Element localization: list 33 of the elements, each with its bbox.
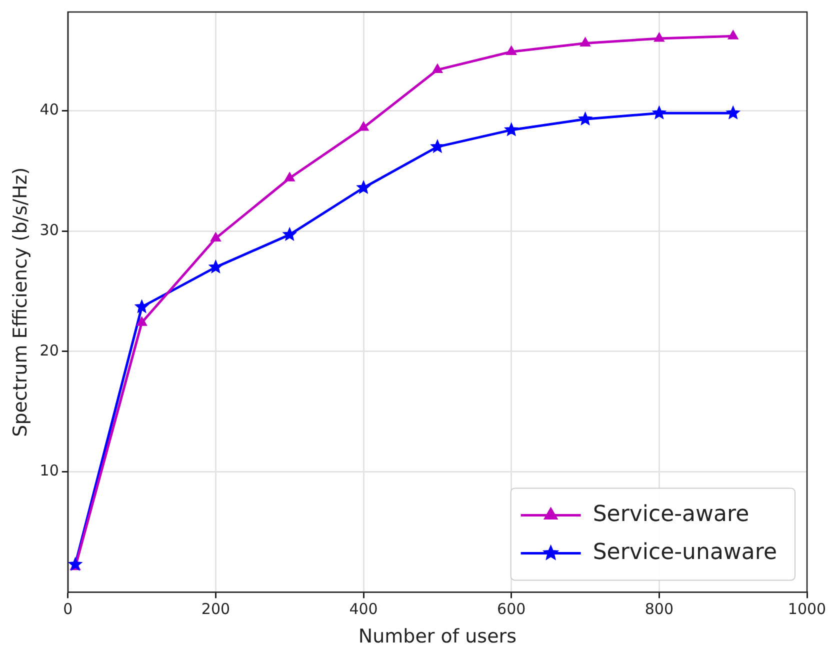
x-tick-label: 600 — [497, 600, 526, 618]
point — [210, 232, 221, 242]
point — [282, 228, 296, 240]
point — [356, 180, 370, 194]
x-tick-label: 200 — [201, 600, 230, 618]
y-tick-label: 10 — [40, 462, 59, 480]
y-axis-title: Spectrum Efficiency (b/s/Hz) — [9, 167, 32, 437]
y-tick-label: 30 — [40, 220, 59, 239]
x-tick-label: 800 — [644, 600, 674, 618]
point — [504, 122, 518, 136]
x-tick-label: 1000 — [788, 600, 826, 618]
x-tick-label: 400 — [349, 600, 378, 618]
point — [654, 32, 664, 42]
point — [580, 38, 590, 47]
point — [430, 140, 444, 153]
point — [68, 558, 82, 570]
point — [284, 172, 295, 182]
point — [136, 316, 147, 326]
x-axis-title: Number of users — [358, 626, 516, 648]
point — [652, 106, 666, 119]
point — [135, 300, 148, 313]
point — [209, 260, 222, 273]
point — [726, 106, 740, 119]
point — [432, 64, 443, 74]
point — [358, 122, 369, 131]
y-tick-label: 20 — [40, 341, 59, 360]
x-tick-label: 0 — [63, 600, 73, 618]
legend-label: Service-aware — [592, 502, 750, 527]
legend-label: Service-unaware — [592, 540, 777, 565]
point — [578, 112, 592, 125]
point — [728, 30, 738, 40]
point — [506, 46, 516, 55]
y-tick-label: 40 — [40, 100, 59, 119]
